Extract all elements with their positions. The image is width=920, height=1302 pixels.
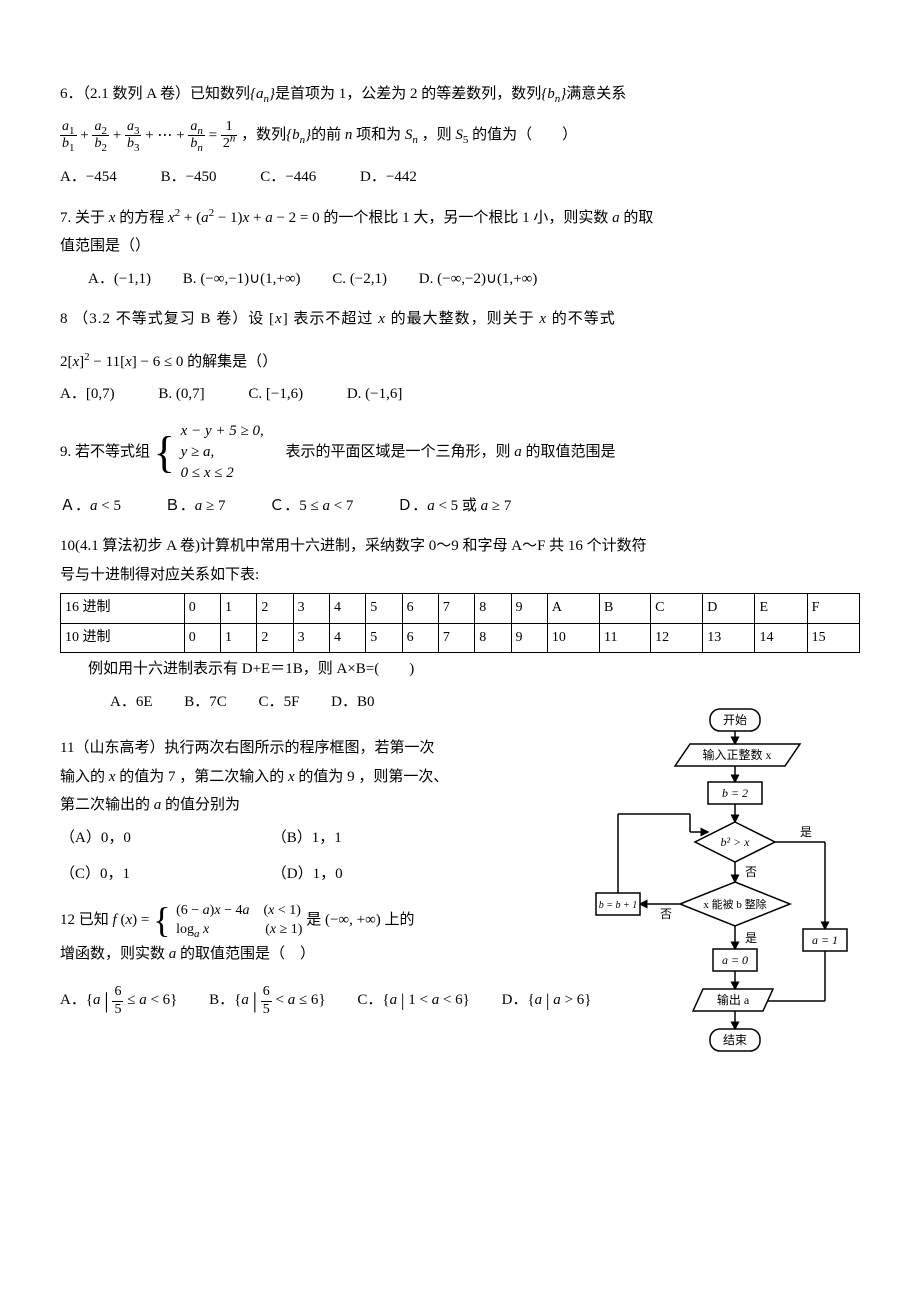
q10-opt-b: B．7C	[184, 688, 227, 717]
fc-a0: a = 0	[722, 953, 748, 967]
q9-opt-b: Ｂ．a ≥ 7	[165, 492, 226, 521]
fc-yes1: 是	[800, 825, 812, 839]
q10-line2: 号与十进制得对应关系如下表:	[60, 561, 860, 590]
fc-start: 开始	[723, 713, 747, 727]
q8-options: A．[0,7) B. (0,7] C. [−1,6) D. (−1,6]	[60, 380, 860, 409]
q12-row2: loga x (x ≥ 1)	[176, 920, 302, 940]
q10-opt-a: A．6E	[110, 688, 153, 717]
q10-line1: 10(4.1 算法初步 A 卷)计算机中常用十六进制，采纳数字 0～9 和字母 …	[60, 532, 860, 561]
fc-inc: b = b + 1	[599, 900, 638, 911]
q7-line1: 7. 关于 x 的方程 x2 + (a2 − 1)x + a − 2 = 0 的…	[60, 204, 860, 233]
q8-opt-d: D. (−1,6]	[347, 380, 403, 409]
fc-input: 输入正整数 x	[702, 747, 771, 762]
question-11: 11（山东高考）执行两次右图所示的程序框图，若第一次 输入的 x 的值为 7 ，…	[60, 734, 560, 889]
q9-row3: 0 ≤ x ≤ 2	[181, 463, 264, 484]
fc-output: 输出 a	[717, 992, 750, 1007]
fc-a1: a = 1	[812, 933, 838, 947]
question-8: 8 （3.2 不等式复习 B 卷）设 [x] 表示不超过 x 的最大整数，则关于…	[60, 305, 860, 409]
q12-opt-d: D．{a | a > 6}	[502, 983, 592, 1017]
q12-opt-b: B．{a | 65 < a ≤ 6}	[209, 980, 326, 1022]
table-cell: 16 进制	[61, 594, 185, 624]
q6-opt-c: C．−446	[260, 163, 316, 192]
q12-post: 是 (−∞, +∞) 上的	[306, 912, 414, 928]
q9-row1: x − y + 5 ≥ 0,	[181, 421, 264, 442]
q9-opt-a: Ａ．a < 5	[60, 492, 121, 521]
fc-cond2: x 能被 b 整除	[703, 897, 766, 911]
q6-equation: a1b1 + a2b2 + a3b3 + ⋯ + anbn = 12n ，数列{…	[60, 119, 860, 154]
q11-l3: 第二次输出的 a 的值分别为	[60, 791, 560, 820]
q9-options: Ａ．a < 5 Ｂ．a ≥ 7 Ｃ．5 ≤ a < 7 Ｄ．a < 5 或 a …	[60, 492, 860, 521]
q11-wrap: 开始 输入正整数 x b = 2 b² > x 是 a = 1 否	[60, 734, 860, 968]
question-9: 9. 若不等式组 { x − y + 5 ≥ 0, y ≥ a, 0 ≤ x ≤…	[60, 421, 860, 521]
fc-no2: 否	[660, 907, 672, 921]
q7-opt-d: D. (−∞,−2)∪(1,+∞)	[419, 265, 538, 294]
q8-line2: 2[x]2 − 11[x] − 6 ≤ 0 的解集是（）	[60, 348, 860, 377]
q6-tail: ，数列{bn}的前 n 项和为 Sn ，则 S5 的值为（ ）	[241, 127, 577, 143]
q9-row2: y ≥ a,	[181, 442, 264, 463]
q6-title: 6．（2.1 数列 A 卷）已知数列{an}是首项为 1，公差为 2 的等差数列…	[60, 80, 860, 109]
q12-stem: 12 已知 f (x) = { (6 − a)x − 4a (x < 1) lo…	[60, 901, 580, 940]
question-7: 7. 关于 x 的方程 x2 + (a2 − 1)x + a − 2 = 0 的…	[60, 204, 860, 294]
fc-yes2: 是	[745, 931, 757, 945]
q8-line1: 8 （3.2 不等式复习 B 卷）设 [x] 表示不超过 x 的最大整数，则关于…	[60, 305, 860, 334]
q7-opt-b: B. (−∞,−1)∪(1,+∞)	[183, 265, 301, 294]
q11-l1: 11（山东高考）执行两次右图所示的程序框图，若第一次	[60, 734, 560, 763]
q10-opt-c: C．5F	[259, 688, 300, 717]
q11-l2: 输入的 x 的值为 7 ，第二次输入的 x 的值为 9 ，则第一次、	[60, 763, 560, 792]
flowchart-diagram: 开始 输入正整数 x b = 2 b² > x 是 a = 1 否	[590, 704, 870, 1074]
q11-opt-a: （A）0，0	[60, 824, 240, 853]
q11-opt-c: （C）0，1	[60, 860, 240, 889]
q6-opt-a: A．−454	[60, 163, 117, 192]
table-row: 16 进制 0123456789ABCDEF	[61, 594, 860, 624]
q8-opt-a: A．[0,7)	[60, 380, 115, 409]
question-12: 12 已知 f (x) = { (6 − a)x − 4a (x < 1) lo…	[60, 901, 580, 969]
q7-line2: 值范围是（）	[60, 232, 860, 261]
q9-stem: 9. 若不等式组 { x − y + 5 ≥ 0, y ≥ a, 0 ≤ x ≤…	[60, 421, 860, 484]
q11-opt-d: （D）1，0	[272, 860, 343, 889]
q12-row1: (6 − a)x − 4a (x < 1)	[176, 901, 302, 921]
q7-options: A．(−1,1) B. (−∞,−1)∪(1,+∞) C. (−2,1) D. …	[60, 265, 860, 294]
q7-opt-c: C. (−2,1)	[332, 265, 387, 294]
q11-opt-b: （B）1，1	[272, 824, 342, 853]
q8-opt-c: C. [−1,6)	[248, 380, 303, 409]
q12-opt-a: A．{a | 65 ≤ a < 6}	[60, 980, 177, 1022]
q6-opt-b: B．−450	[161, 163, 217, 192]
q9-pre: 9. 若不等式组	[60, 444, 150, 460]
table-cell: 10 进制	[61, 623, 185, 653]
q9-post: 表示的平面区域是一个三角形，则 a 的取值范围是	[285, 444, 615, 460]
fc-no1: 否	[745, 865, 757, 879]
table-row: 10 进制 0123456789101112131415	[61, 623, 860, 653]
q12-line2: 增函数，则实数 a 的取值范围是（ ）	[60, 940, 580, 969]
q10-opt-d: D．B0	[331, 688, 374, 717]
q11-options: （A）0，0 （B）1，1 （C）0，1 （D）1，0	[60, 824, 560, 889]
hex-table: 16 进制 0123456789ABCDEF 10 进制 01234567891…	[60, 593, 860, 653]
question-10: 10(4.1 算法初步 A 卷)计算机中常用十六进制，采纳数字 0～9 和字母 …	[60, 532, 860, 716]
fc-cond1: b² > x	[720, 835, 750, 849]
fc-end: 结束	[723, 1033, 747, 1047]
q8-opt-b: B. (0,7]	[158, 380, 204, 409]
q6-options: A．−454 B．−450 C．−446 D．−442	[60, 163, 860, 192]
q7-opt-a: A．(−1,1)	[88, 265, 151, 294]
q6-opt-d: D．−442	[360, 163, 417, 192]
q10-example: 例如用十六进制表示有 D+E＝1B，则 A×B=( )	[60, 655, 860, 684]
question-6: 6．（2.1 数列 A 卷）已知数列{an}是首项为 1，公差为 2 的等差数列…	[60, 80, 860, 192]
fc-init: b = 2	[722, 786, 748, 800]
q9-opt-c: Ｃ．5 ≤ a < 7	[269, 492, 353, 521]
q12-opt-c: C．{a | 1 < a < 6}	[357, 983, 469, 1017]
q9-opt-d: Ｄ．a < 5 或 a ≥ 7	[397, 492, 511, 521]
